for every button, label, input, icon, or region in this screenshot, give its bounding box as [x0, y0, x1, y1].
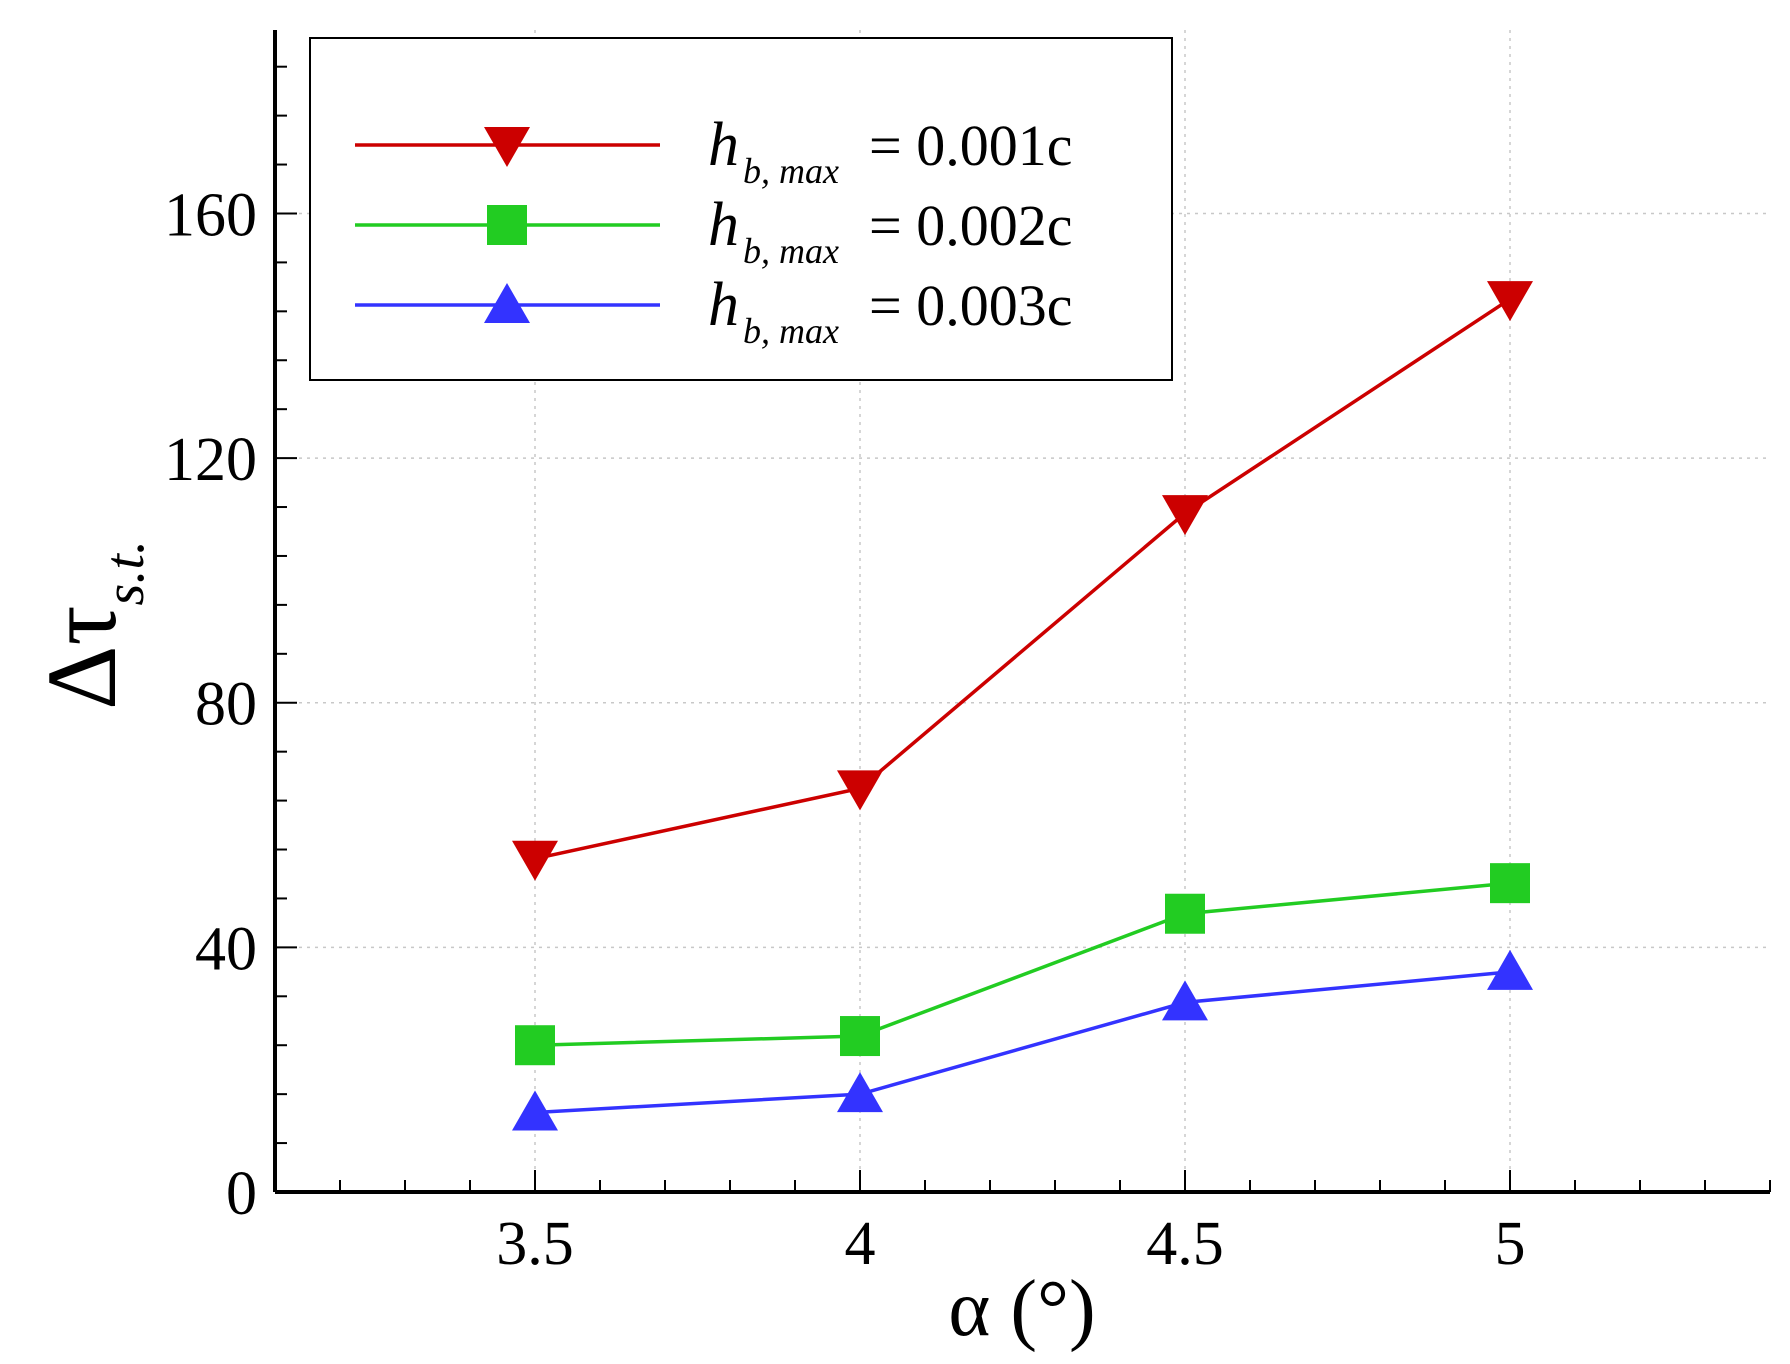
- legend-box: [309, 37, 1173, 381]
- legend-entry-2: h b, max = 0.002c: [355, 191, 1072, 271]
- y-tick-label: 80: [195, 671, 257, 739]
- y-tick-label: 0: [226, 1160, 257, 1228]
- legend-label-sub: b, max: [743, 151, 839, 191]
- data-point: [512, 840, 558, 881]
- x-tick-label: 3.5: [496, 1210, 574, 1278]
- legend-label-h: h: [708, 191, 739, 259]
- legend-label-h: h: [708, 271, 739, 339]
- legend-entry-3: h b, max = 0.003c: [355, 271, 1072, 351]
- y-tick-label: 160: [164, 181, 257, 249]
- legend-label-h: h: [708, 111, 739, 179]
- series-line: [534, 297, 1511, 861]
- data-point: [837, 1072, 883, 1113]
- legend-label-sub: b, max: [743, 231, 839, 271]
- legend-entry-1: h b, max = 0.001c: [355, 111, 1072, 191]
- data-point: [1487, 281, 1533, 322]
- legend-label-value: = 0.001c: [869, 113, 1072, 178]
- legend-label: h b, max = 0.002c: [708, 191, 1072, 271]
- data-point: [1165, 893, 1205, 934]
- legend-label: h b, max = 0.003c: [708, 271, 1072, 351]
- legend-label: h b, max = 0.001c: [708, 111, 1072, 191]
- data-point: [1162, 495, 1208, 536]
- series-3: [512, 949, 1533, 1131]
- data-point: [512, 1090, 558, 1131]
- data-point: [1162, 980, 1208, 1021]
- series-line: [534, 970, 1511, 1115]
- legend-marker: [484, 283, 530, 323]
- data-point: [840, 1016, 880, 1057]
- x-tick-label: 4.5: [1146, 1210, 1224, 1278]
- tick-labels: 3.5 4 4.5 5 0 40 80 120 160: [164, 181, 1526, 1278]
- y-axis-title-subscript: s.t.: [94, 540, 156, 605]
- x-tick-label: 4: [845, 1210, 876, 1278]
- series-1: [512, 281, 1533, 881]
- data-point: [515, 1025, 555, 1066]
- x-axis-title: α (°): [948, 1265, 1095, 1353]
- data-point: [1487, 949, 1533, 990]
- y-tick-label: 120: [164, 426, 257, 494]
- series-line: [534, 881, 1511, 1047]
- data-point: [837, 770, 883, 811]
- legend-label-value: = 0.003c: [869, 273, 1072, 338]
- legend-label-value: = 0.002c: [869, 193, 1072, 258]
- series-layer: [512, 281, 1533, 1131]
- data-point: [1490, 863, 1530, 904]
- legend-label-sub: b, max: [743, 311, 839, 351]
- y-tick-label: 40: [195, 915, 257, 983]
- svg-text:Δτs.t.: Δτs.t.: [26, 540, 156, 710]
- series-2: [515, 863, 1530, 1066]
- y-axis-title-main: Δτ: [26, 605, 137, 710]
- y-axis-title: Δτs.t.: [26, 540, 156, 710]
- x-tick-label: 5: [1495, 1210, 1526, 1278]
- legend-marker: [484, 127, 530, 167]
- axes-layer: [273, 30, 1770, 1194]
- legend-marker: [487, 205, 527, 245]
